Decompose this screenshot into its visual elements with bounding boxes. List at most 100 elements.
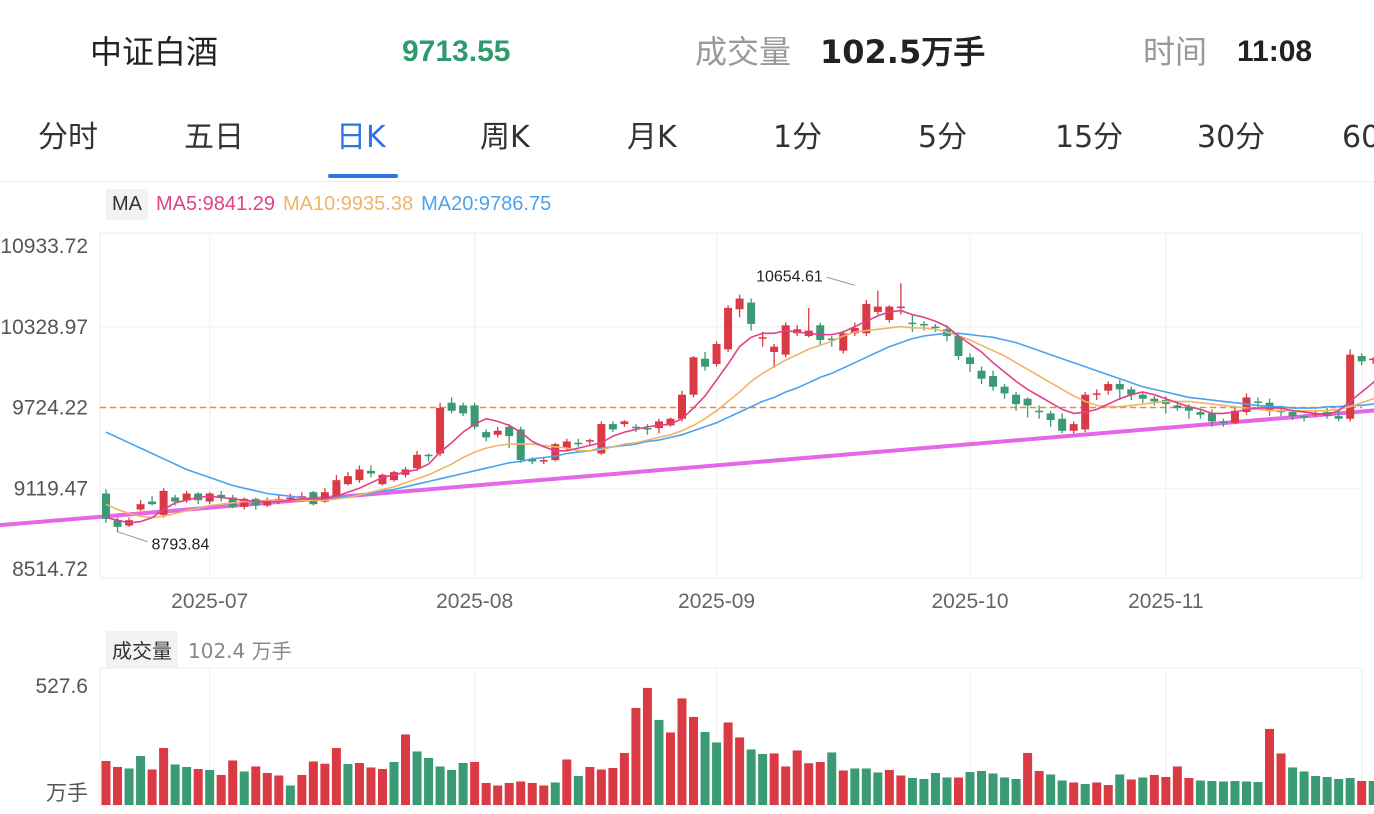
ma-tag[interactable]: MA <box>106 188 148 220</box>
price-tick-label: 8514.72 <box>12 558 88 581</box>
volume-bar <box>1149 774 1159 805</box>
date-tick-label: 2025-07 <box>171 590 248 613</box>
ma5-value: MA5:9841.29 <box>156 192 275 215</box>
candle-body <box>862 303 871 334</box>
quote-header: 中证白酒 9713.55 成交量 102.5万手 时间 11:08 <box>0 0 1374 100</box>
volume-legend-value: 102.4 万手 <box>188 638 292 663</box>
price-axis: 10933.72 10328.97 9724.22 9119.47 8514.72 <box>0 235 88 581</box>
volume-bar <box>539 785 549 805</box>
tab-five-day[interactable]: 五日 <box>184 120 244 155</box>
volume-bar <box>343 763 353 805</box>
volume-bar <box>424 757 434 805</box>
candle-body <box>1092 393 1101 395</box>
candle-body <box>505 426 514 437</box>
volume-bar <box>366 767 376 805</box>
volume-bar <box>1345 777 1355 805</box>
candle-body <box>136 504 145 510</box>
candle-body <box>620 421 629 425</box>
candle-body <box>678 394 686 419</box>
candle-body <box>528 458 537 462</box>
price-tick-label: 9724.22 <box>12 397 88 420</box>
candle-body <box>1219 421 1228 423</box>
volume-tag[interactable]: 成交量 <box>106 630 178 668</box>
tab-30min[interactable]: 30分 <box>1197 120 1266 155</box>
volume-bars <box>101 687 1374 805</box>
candle-body <box>424 454 433 457</box>
volume-bar <box>1034 770 1044 805</box>
candle-body <box>1184 406 1193 411</box>
candle-body <box>701 358 710 367</box>
volume-bar <box>216 774 226 805</box>
volume-bar <box>458 762 468 805</box>
volume-bar <box>1357 780 1367 805</box>
volume-bar <box>377 768 387 805</box>
volume-bar <box>642 687 652 805</box>
tab-weekly-k[interactable]: 周K <box>480 120 530 155</box>
tab-1min[interactable]: 1分 <box>773 120 823 155</box>
volume-bar <box>136 755 146 805</box>
volume-bar <box>470 761 480 805</box>
volume-bar <box>562 759 572 805</box>
candle-body <box>378 474 387 485</box>
candle-body <box>1104 384 1113 391</box>
candle-body <box>413 454 422 469</box>
volume-bar <box>712 742 722 805</box>
candle-body <box>781 325 790 355</box>
tab-15min[interactable]: 15分 <box>1055 120 1124 155</box>
time-label: 时间 <box>1143 33 1208 71</box>
candle-body <box>205 493 214 502</box>
candle-body <box>770 346 779 352</box>
volume-bar <box>205 769 215 805</box>
volume-bar <box>619 752 629 805</box>
tab-5min[interactable]: 5分 <box>918 120 968 155</box>
volume-bar <box>608 767 618 805</box>
volume-bar <box>896 775 906 805</box>
candle-body <box>873 306 882 312</box>
volume-bar <box>827 752 837 805</box>
candle-body <box>1300 416 1309 418</box>
price-frame <box>99 232 1363 579</box>
candle-body <box>1288 412 1297 417</box>
high-low-annotations: 10654.61 8793.84 <box>117 268 855 554</box>
volume-bar <box>1138 777 1148 805</box>
tab-60min[interactable]: 60分 <box>1342 120 1374 155</box>
ma-legend: MA MA5:9841.29 MA10:9935.38 MA20:9786.75 <box>106 186 551 222</box>
candle-body <box>1035 410 1044 413</box>
candle-body <box>1000 386 1009 394</box>
candle-body <box>827 338 836 341</box>
volume-bar <box>977 770 987 805</box>
volume-bar <box>159 747 169 805</box>
volume-bar <box>746 749 756 805</box>
volume-bar <box>170 764 180 805</box>
price-tick-label: 10933.72 <box>0 235 88 258</box>
tab-monthly-k[interactable]: 月K <box>627 120 677 155</box>
volume-bar <box>1080 783 1090 805</box>
tab-intraday[interactable]: 分时 <box>38 120 98 155</box>
volume-bar <box>792 750 802 805</box>
candle-body <box>182 493 191 501</box>
tab-daily-k[interactable]: 日K <box>336 120 386 155</box>
candle-body <box>482 432 491 438</box>
candle-body <box>1023 398 1032 406</box>
volume-label: 成交量 <box>695 33 792 71</box>
candle-body <box>885 306 894 320</box>
volume-bar <box>919 778 929 805</box>
candle-body <box>1012 394 1021 405</box>
volume-bar <box>1253 781 1263 805</box>
volume-bar <box>550 782 560 805</box>
candle-body <box>735 298 744 310</box>
candle-body <box>850 327 859 334</box>
volume-bar <box>873 772 883 805</box>
volume-bar <box>1288 767 1298 805</box>
candle-body <box>631 426 640 429</box>
high-price-label: 10654.61 <box>756 268 823 285</box>
volume-bar <box>930 772 940 805</box>
low-price-label: 8793.84 <box>152 537 210 554</box>
candle-body <box>931 326 940 329</box>
candle-body <box>1196 412 1205 415</box>
candle-body <box>839 333 848 351</box>
volume-legend: 成交量 102.4 万手 <box>106 630 292 668</box>
candle-body <box>712 343 721 364</box>
volume-bar <box>1265 728 1275 805</box>
